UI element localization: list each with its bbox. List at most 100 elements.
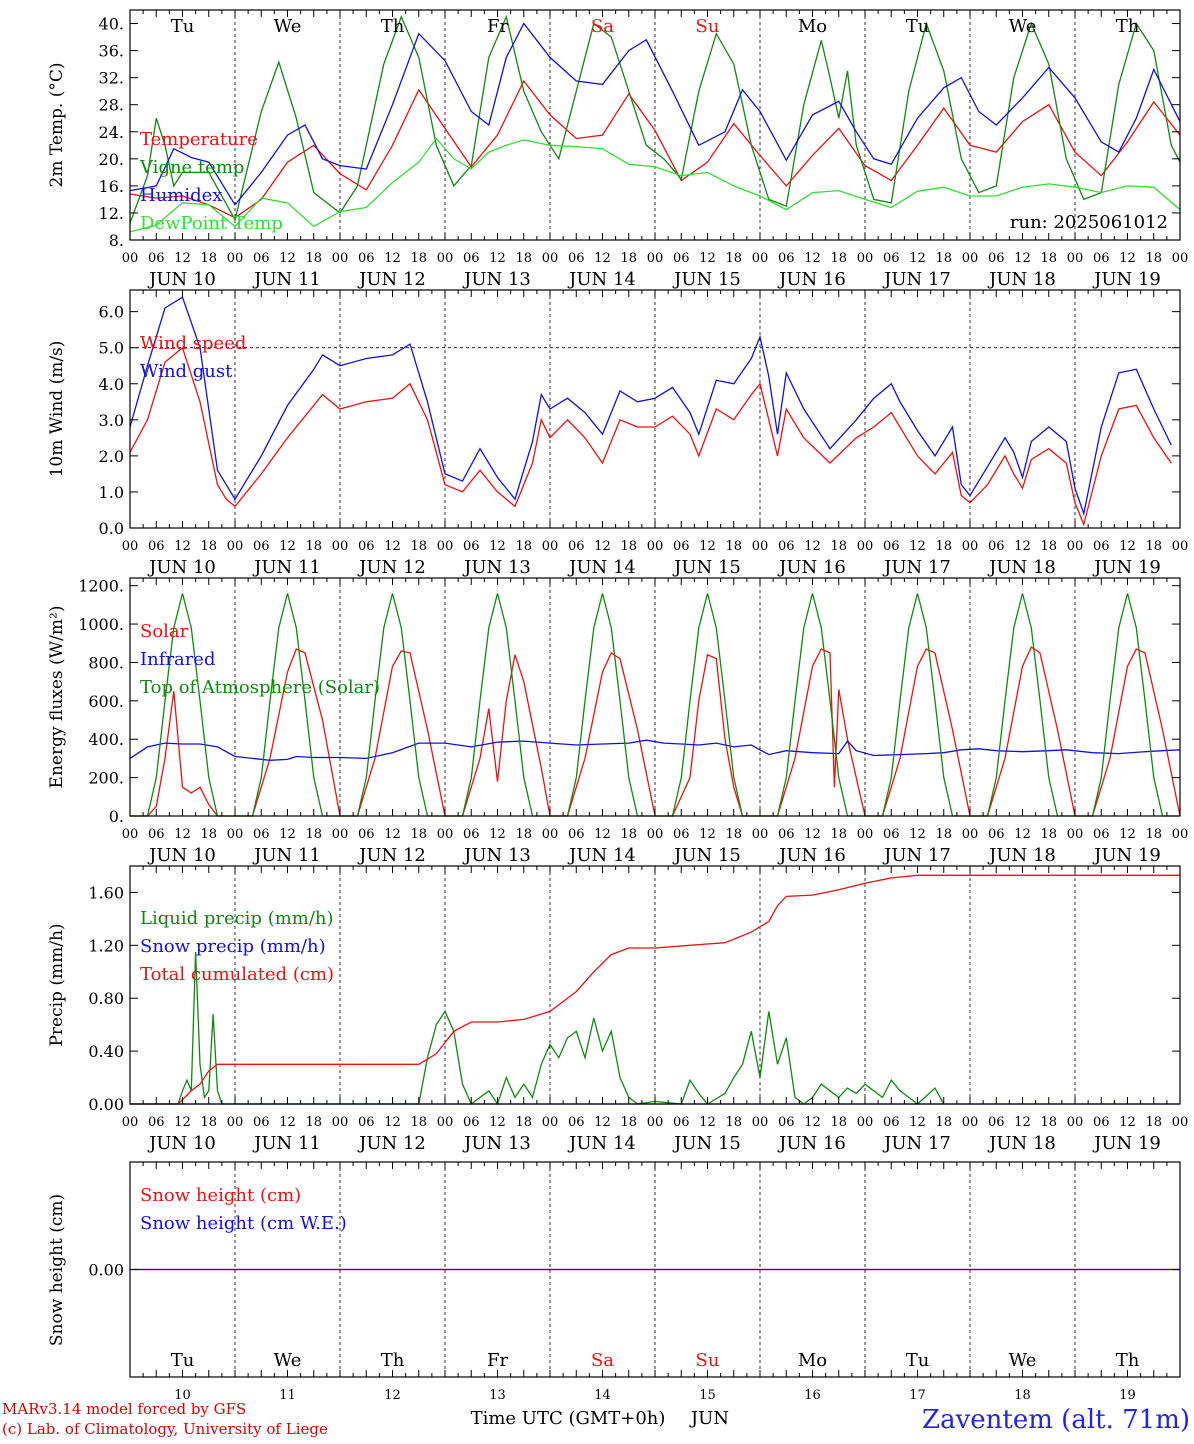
date-label: JUN 19: [1092, 557, 1161, 578]
date-label: JUN 10: [147, 557, 216, 578]
hour-tick-label: 00: [437, 827, 454, 842]
plot-frame: [129, 289, 1181, 529]
date-label: JUN 12: [357, 1133, 426, 1154]
hour-tick-label: 12: [594, 251, 611, 266]
weekday-label-bottom: Fr: [487, 1350, 508, 1371]
hour-tick-label: 06: [988, 1115, 1005, 1130]
weekday-label-bottom: Th: [381, 1350, 405, 1371]
hour-tick-label: 18: [305, 827, 322, 842]
hour-tick-label: 18: [410, 251, 427, 266]
y-tick-label: 8.: [109, 231, 124, 250]
hour-tick-label: 18: [305, 539, 322, 554]
hour-tick-label: 00: [1172, 251, 1189, 266]
hour-tick-label: 18: [1145, 539, 1162, 554]
date-label: JUN 14: [567, 269, 636, 290]
lab-credit: (c) Lab. of Climatology, University of L…: [2, 1420, 328, 1438]
weekday-label-top: Su: [696, 16, 720, 37]
hour-tick-label: 12: [174, 1115, 191, 1130]
y-tick-label: 20.: [99, 150, 124, 169]
hour-tick-label: 00: [542, 827, 559, 842]
y-tick-label: 0.0: [99, 519, 124, 538]
weekday-label-bottom: Tu: [171, 1350, 195, 1371]
hour-tick-label: 00: [1067, 827, 1084, 842]
hour-tick-label: 18: [935, 539, 952, 554]
weekday-label-bottom: Mo: [798, 1350, 827, 1371]
date-label: JUN 14: [567, 845, 636, 866]
weekday-label-top: Fr: [487, 16, 508, 37]
y-tick-label: 40.: [99, 15, 124, 34]
y-tick-label: 600.: [88, 692, 124, 711]
hour-tick-label: 12: [279, 251, 296, 266]
date-label: JUN 16: [777, 269, 846, 290]
y-tick-label: 200.: [88, 769, 124, 788]
hour-tick-label: 06: [778, 1115, 795, 1130]
hour-tick-label: 00: [752, 827, 769, 842]
hour-tick-label: 12: [909, 539, 926, 554]
hour-tick-label: 18: [1145, 827, 1162, 842]
hour-tick-label: 06: [463, 539, 480, 554]
hour-tick-label: 00: [962, 827, 979, 842]
hour-tick-label: 18: [1040, 827, 1057, 842]
hour-tick-label: 00: [332, 1115, 349, 1130]
x-axis-label: Time UTC (GMT+0h): [471, 1408, 666, 1429]
hour-tick-label: 18: [410, 539, 427, 554]
day-number-label: 13: [489, 1388, 506, 1403]
date-label: JUN 15: [672, 845, 741, 866]
hour-tick-label: 06: [463, 827, 480, 842]
hour-tick-label: 00: [857, 1115, 874, 1130]
y-axis-label: 10m Wind (m/s): [47, 341, 67, 478]
legend-entry: Temperature: [140, 129, 258, 150]
hour-tick-label: 12: [594, 539, 611, 554]
date-label: JUN 18: [987, 269, 1056, 290]
series-line-dewpoint-temp: [129, 137, 1181, 233]
hour-tick-label: 00: [647, 1115, 664, 1130]
hour-tick-label: 00: [962, 539, 979, 554]
date-label: JUN 19: [1092, 845, 1161, 866]
hour-tick-label: 12: [279, 1115, 296, 1130]
hour-tick-label: 00: [122, 827, 139, 842]
y-tick-label: 3.0: [99, 411, 124, 430]
y-axis-label: Energy fluxes (W/m²): [47, 606, 67, 789]
hour-tick-label: 00: [227, 251, 244, 266]
hour-tick-label: 06: [673, 251, 690, 266]
hour-tick-label: 18: [305, 251, 322, 266]
hour-tick-label: 06: [568, 539, 585, 554]
weekday-label-bottom: We: [274, 1350, 302, 1371]
hour-tick-label: 12: [909, 251, 926, 266]
hour-tick-label: 06: [883, 1115, 900, 1130]
hour-tick-label: 18: [830, 251, 847, 266]
hour-tick-label: 00: [1067, 539, 1084, 554]
hour-tick-label: 12: [1119, 539, 1136, 554]
hour-tick-label: 00: [542, 1115, 559, 1130]
hour-tick-label: 12: [384, 539, 401, 554]
hour-tick-label: 00: [542, 251, 559, 266]
y-tick-label: 32.: [99, 69, 124, 88]
hour-tick-label: 00: [227, 827, 244, 842]
hour-tick-label: 12: [489, 539, 506, 554]
hour-tick-label: 00: [332, 827, 349, 842]
hour-tick-label: 00: [332, 539, 349, 554]
series-line-solar: [130, 646, 1181, 817]
hour-tick-label: 06: [1093, 827, 1110, 842]
weekday-label-bottom: Tu: [906, 1350, 930, 1371]
legend-entry: Vigne temp: [139, 157, 244, 178]
hour-tick-label: 18: [1040, 539, 1057, 554]
hour-tick-label: 06: [673, 539, 690, 554]
hour-tick-label: 12: [384, 827, 401, 842]
date-label: JUN 16: [777, 845, 846, 866]
panel-snow: 0.00 Snow height (cm) Snow height (cm) Snow…: [47, 1161, 1181, 1378]
legend-entry: Snow height (cm W.E.): [140, 1213, 347, 1234]
y-tick-label: 6.0: [99, 303, 124, 322]
hour-tick-label: 00: [227, 539, 244, 554]
hour-tick-label: 18: [725, 251, 742, 266]
hour-tick-label: 06: [673, 1115, 690, 1130]
hour-tick-label: 06: [358, 251, 375, 266]
y-tick-label: 0.40: [88, 1042, 124, 1061]
hour-tick-label: 06: [358, 539, 375, 554]
hour-tick-label: 00: [332, 251, 349, 266]
hour-tick-label: 12: [1119, 251, 1136, 266]
weekday-label-top: Sa: [591, 16, 614, 37]
hour-tick-label: 06: [253, 827, 270, 842]
series-line-humidex: [129, 22, 1181, 206]
